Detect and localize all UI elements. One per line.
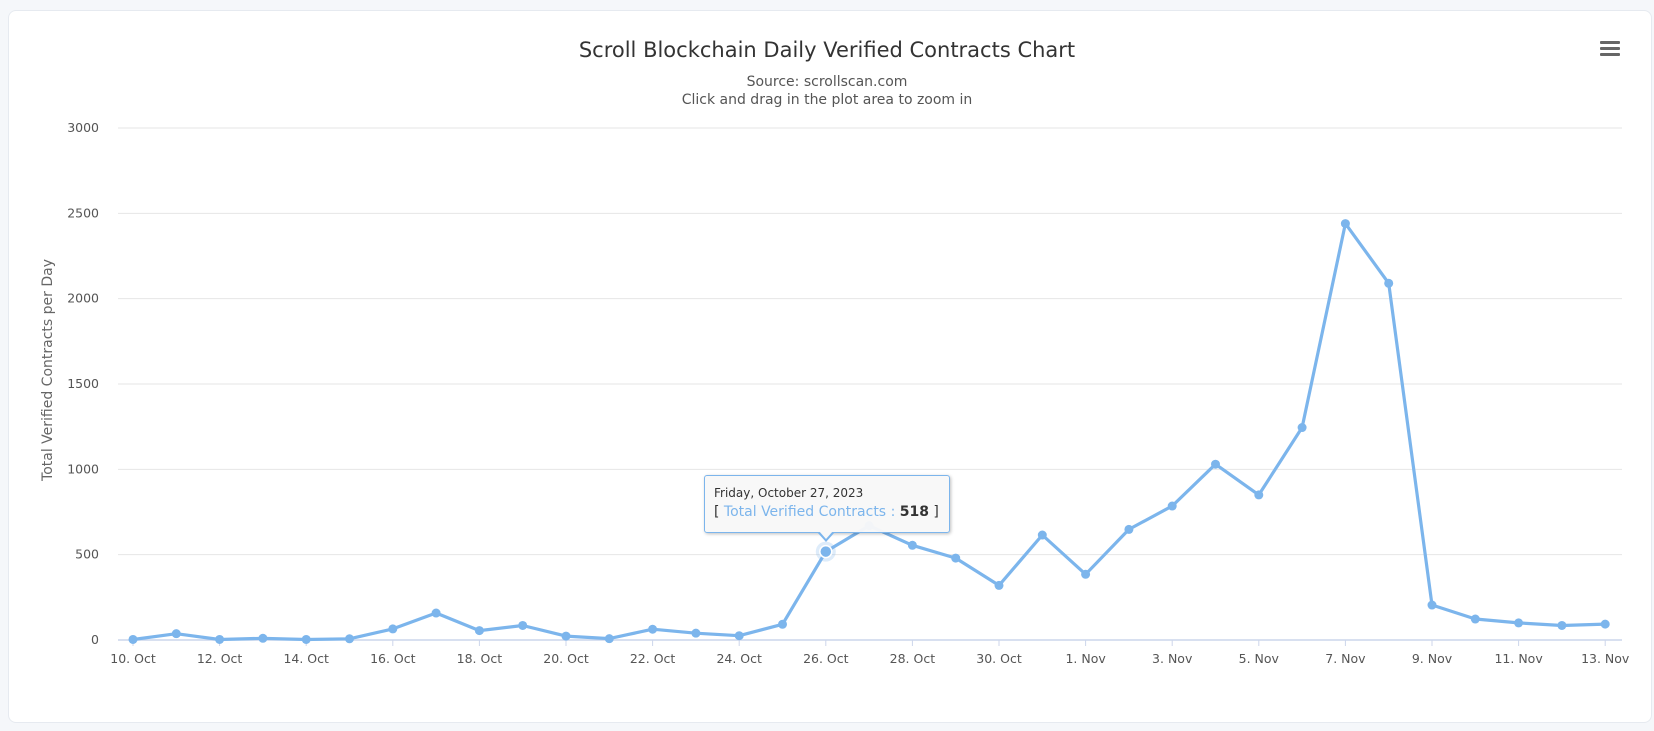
- data-point[interactable]: [1341, 219, 1350, 228]
- data-point-highlighted[interactable]: [820, 546, 832, 558]
- y-tick-label: 1000: [67, 461, 99, 476]
- tooltip-pointer-inner: [819, 531, 833, 539]
- y-tick-label: 3000: [67, 120, 99, 135]
- hamburger-menu-icon[interactable]: [1596, 38, 1624, 62]
- data-point[interactable]: [475, 626, 484, 635]
- data-point[interactable]: [951, 554, 960, 563]
- series-line: [133, 224, 1605, 640]
- data-point[interactable]: [1557, 621, 1566, 630]
- x-tick-label: 13. Nov: [1581, 651, 1630, 666]
- x-tick-label: 10. Oct: [110, 651, 156, 666]
- data-point[interactable]: [648, 625, 657, 634]
- data-point[interactable]: [215, 635, 224, 644]
- data-point[interactable]: [605, 634, 614, 643]
- data-point[interactable]: [1124, 525, 1133, 534]
- menu-bar-bottom: [1600, 53, 1620, 56]
- y-tick-label: 0: [91, 632, 99, 647]
- y-axis-title: Total Verified Contracts per Day: [40, 259, 56, 482]
- data-point[interactable]: [1168, 502, 1177, 511]
- x-tick-label: 20. Oct: [543, 651, 589, 666]
- data-point[interactable]: [1081, 570, 1090, 579]
- tooltip-date: Friday, October 27, 2023: [714, 486, 940, 500]
- data-point[interactable]: [518, 621, 527, 630]
- x-tick-label: 1. Nov: [1065, 651, 1106, 666]
- x-tick-label: 3. Nov: [1152, 651, 1193, 666]
- data-point[interactable]: [908, 541, 917, 550]
- x-tick-label: 22. Oct: [630, 651, 676, 666]
- tooltip-separator: :: [891, 504, 896, 520]
- data-point[interactable]: [432, 609, 441, 618]
- x-tick-label: 18. Oct: [457, 651, 503, 666]
- y-tick-label: 1500: [67, 376, 99, 391]
- data-point[interactable]: [172, 629, 181, 638]
- data-tooltip: Friday, October 27, 2023 [ Total Verifie…: [704, 475, 950, 533]
- data-point[interactable]: [995, 581, 1004, 590]
- chart-subtitle: Source: scrollscan.com: [747, 74, 908, 90]
- data-point[interactable]: [1428, 601, 1437, 610]
- data-point[interactable]: [691, 629, 700, 638]
- x-tick-label: 5. Nov: [1239, 651, 1280, 666]
- data-point[interactable]: [1038, 531, 1047, 540]
- data-point[interactable]: [1471, 615, 1480, 624]
- y-tick-label: 2500: [67, 205, 99, 220]
- data-point[interactable]: [345, 634, 354, 643]
- chart-zoom-hint: Click and drag in the plot area to zoom …: [682, 92, 973, 108]
- tooltip-open-bracket: [: [714, 504, 719, 520]
- tooltip-line: [ Total Verified Contracts : 518 ]: [714, 504, 940, 520]
- data-point[interactable]: [1514, 618, 1523, 627]
- chart-svg[interactable]: Scroll Blockchain Daily Verified Contrac…: [0, 0, 1654, 731]
- tooltip-close-bracket: ]: [933, 504, 938, 520]
- data-point[interactable]: [778, 620, 787, 629]
- x-tick-label: 28. Oct: [890, 651, 936, 666]
- data-point[interactable]: [735, 631, 744, 640]
- x-tick-label: 7. Nov: [1325, 651, 1366, 666]
- data-point[interactable]: [258, 634, 267, 643]
- chart-title: Scroll Blockchain Daily Verified Contrac…: [579, 38, 1075, 62]
- x-tick-label: 26. Oct: [803, 651, 849, 666]
- y-tick-label: 2000: [67, 291, 99, 306]
- x-tick-label: 9. Nov: [1412, 651, 1453, 666]
- data-point[interactable]: [562, 632, 571, 641]
- menu-bar-top: [1600, 41, 1620, 44]
- x-tick-label: 11. Nov: [1494, 651, 1543, 666]
- data-point[interactable]: [1254, 490, 1263, 499]
- x-tick-label: 30. Oct: [976, 651, 1022, 666]
- x-tick-label: 14. Oct: [283, 651, 329, 666]
- tooltip-series-label: Total Verified Contracts: [724, 504, 886, 520]
- data-point[interactable]: [129, 635, 138, 644]
- tooltip-value: 518: [900, 504, 929, 520]
- x-tick-label: 24. Oct: [716, 651, 762, 666]
- y-tick-label: 500: [75, 547, 99, 562]
- data-point[interactable]: [1384, 279, 1393, 288]
- data-point[interactable]: [1298, 423, 1307, 432]
- menu-bar-middle: [1600, 47, 1620, 50]
- x-tick-label: 12. Oct: [197, 651, 243, 666]
- data-point[interactable]: [388, 624, 397, 633]
- data-point[interactable]: [302, 635, 311, 644]
- data-point[interactable]: [1601, 620, 1610, 629]
- x-tick-label: 16. Oct: [370, 651, 416, 666]
- data-point[interactable]: [1211, 460, 1220, 469]
